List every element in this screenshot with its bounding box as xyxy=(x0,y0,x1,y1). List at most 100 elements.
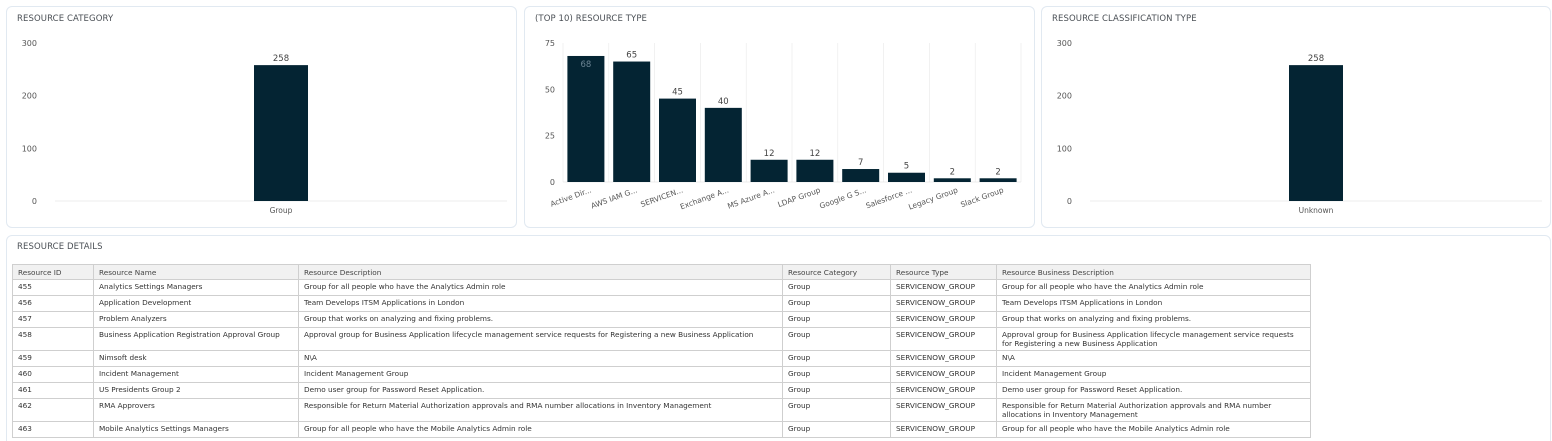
table-cell: Group for all people who have the Analyt… xyxy=(996,279,1311,296)
bar-value-label: 12 xyxy=(764,149,775,159)
y-tick-label: 75 xyxy=(545,39,555,48)
y-tick-label: 0 xyxy=(1067,197,1072,206)
table-row[interactable]: 459 Nimsoft desk N\A Group SERVICENOW_GROUP N… xyxy=(12,350,1311,368)
x-category-label: Google G S... xyxy=(818,185,867,210)
resource-classification-chart: 0 100 200 300 258 Unknown xyxy=(1057,39,1542,215)
table-cell: Group for all people who have the Mobile… xyxy=(996,421,1311,439)
bar[interactable] xyxy=(796,159,834,182)
table-row[interactable]: 455 Analytics Settings Managers Group for … xyxy=(12,279,1311,296)
bar-value-label: 65 xyxy=(626,51,637,61)
resource-classification-panel: RESOURCE CLASSIFICATION TYPE 0 100 200 300 2… xyxy=(1041,6,1551,228)
table-row[interactable]: 461 US Presidents Group 2 Demo user group … xyxy=(12,382,1311,400)
x-category-label: LDAP Group xyxy=(776,185,821,209)
table-row[interactable]: 460 Incident Management Incident Managemen… xyxy=(12,366,1311,384)
bar-value-label: 68 xyxy=(580,60,591,70)
table-cell: 461 xyxy=(12,382,94,400)
resource-type-title: (TOP 10) RESOURCE TYPE xyxy=(535,14,648,24)
bar-value-label: 2 xyxy=(950,167,955,177)
bar[interactable] xyxy=(613,61,651,182)
y-tick-label: 0 xyxy=(32,197,37,206)
bar[interactable] xyxy=(842,169,880,182)
table-cell: Group xyxy=(782,279,891,296)
table-cell: 462 xyxy=(12,398,94,423)
x-category-label: MS Azure A... xyxy=(726,185,776,210)
bar-value-label: 258 xyxy=(1308,54,1324,64)
table-cell: 457 xyxy=(12,311,94,328)
table-cell: SERVICENOW_GROUP xyxy=(890,311,997,328)
table-cell: Approval group for Business Application … xyxy=(996,326,1311,352)
x-category-label: AWS IAM G... xyxy=(590,185,639,210)
table-cell: 460 xyxy=(12,366,94,384)
table-header-row: Resource ID Resource Name Resource Descrip… xyxy=(12,264,1311,280)
y-tick-label: 50 xyxy=(545,85,555,94)
bar-value-label: 45 xyxy=(672,88,683,98)
table-cell: SERVICENOW_GROUP xyxy=(890,421,997,439)
bar[interactable] xyxy=(750,159,788,182)
x-category-label: Unknown xyxy=(1299,206,1334,215)
table-row[interactable]: 462 RMA Approvers Responsible for Return M… xyxy=(12,398,1311,423)
table-cell: Demo user group for Password Reset Appli… xyxy=(298,382,783,400)
table-cell: SERVICENOW_GROUP xyxy=(890,279,997,296)
table-cell: Group xyxy=(782,398,891,423)
table-cell: Problem Analyzers xyxy=(93,311,299,328)
table-cell: Nimsoft desk xyxy=(93,350,299,368)
column-header[interactable]: Resource Business Description xyxy=(996,264,1311,280)
bar[interactable] xyxy=(933,178,971,182)
table-row[interactable]: 456 Application Development Team Develops … xyxy=(12,295,1311,312)
y-tick-label: 300 xyxy=(22,39,37,48)
y-tick-label: 300 xyxy=(1057,39,1072,48)
table-cell: 459 xyxy=(12,350,94,368)
table-cell: Group xyxy=(782,311,891,328)
bar[interactable] xyxy=(704,107,742,182)
bar[interactable] xyxy=(254,65,308,201)
table-row[interactable]: 463 Mobile Analytics Settings Managers Gro… xyxy=(12,421,1311,439)
table-cell: Group xyxy=(782,382,891,400)
table-cell: SERVICENOW_GROUP xyxy=(890,350,997,368)
column-header[interactable]: Resource ID xyxy=(12,264,94,280)
bar[interactable] xyxy=(979,178,1017,182)
y-tick-label: 200 xyxy=(22,92,37,101)
y-tick-label: 100 xyxy=(22,144,37,153)
table-cell: Incident Management xyxy=(93,366,299,384)
table-cell: SERVICENOW_GROUP xyxy=(890,382,997,400)
table-cell: Group that works on analyzing and fixing… xyxy=(298,311,783,328)
resource-category-chart: 0 100 200 300 258 Group xyxy=(22,39,507,215)
column-header[interactable]: Resource Type xyxy=(890,264,997,280)
resource-details-table-wrap: Resource ID Resource Name Resource Descrip… xyxy=(12,264,1311,439)
table-cell: Responsible for Return Material Authoriz… xyxy=(298,398,783,423)
bar[interactable] xyxy=(888,172,925,182)
table-cell: Application Development xyxy=(93,295,299,312)
table-cell: Business Application Registration Approv… xyxy=(93,326,299,352)
x-category-label: Group xyxy=(270,206,293,215)
table-cell: SERVICENOW_GROUP xyxy=(890,326,997,352)
bar-value-label: 12 xyxy=(809,149,820,159)
table-cell: SERVICENOW_GROUP xyxy=(890,295,997,312)
column-header[interactable]: Resource Category xyxy=(782,264,891,280)
table-cell: Approval group for Business Application … xyxy=(298,326,783,352)
table-row[interactable]: 457 Problem Analyzers Group that works on … xyxy=(12,311,1311,328)
table-cell: Group xyxy=(782,421,891,439)
bar-value-label: 7 xyxy=(858,158,863,168)
table-cell: Group xyxy=(782,350,891,368)
table-cell: Group xyxy=(782,295,891,312)
bar-value-label: 258 xyxy=(273,54,289,64)
table-cell: Group xyxy=(782,326,891,352)
table-cell: 456 xyxy=(12,295,94,312)
table-cell: Mobile Analytics Settings Managers xyxy=(93,421,299,439)
bar[interactable] xyxy=(659,98,696,182)
table-cell: Team Develops ITSM Applications in Londo… xyxy=(298,295,783,312)
table-cell: 455 xyxy=(12,279,94,296)
bar[interactable] xyxy=(567,55,605,183)
bar[interactable] xyxy=(1289,65,1343,201)
x-category-label: Slack Group xyxy=(959,185,1005,209)
y-tick-label: 25 xyxy=(545,132,555,141)
table-cell: Responsible for Return Material Authoriz… xyxy=(996,398,1311,423)
column-header[interactable]: Resource Name xyxy=(93,264,299,280)
x-category-label: Legacy Group xyxy=(907,185,959,211)
table-cell: US Presidents Group 2 xyxy=(93,382,299,400)
column-header[interactable]: Resource Description xyxy=(298,264,783,280)
table-row[interactable]: 458 Business Application Registration App… xyxy=(12,326,1311,352)
y-tick-label: 100 xyxy=(1057,144,1072,153)
table-body: 455 Analytics Settings Managers Group for … xyxy=(12,279,1311,439)
